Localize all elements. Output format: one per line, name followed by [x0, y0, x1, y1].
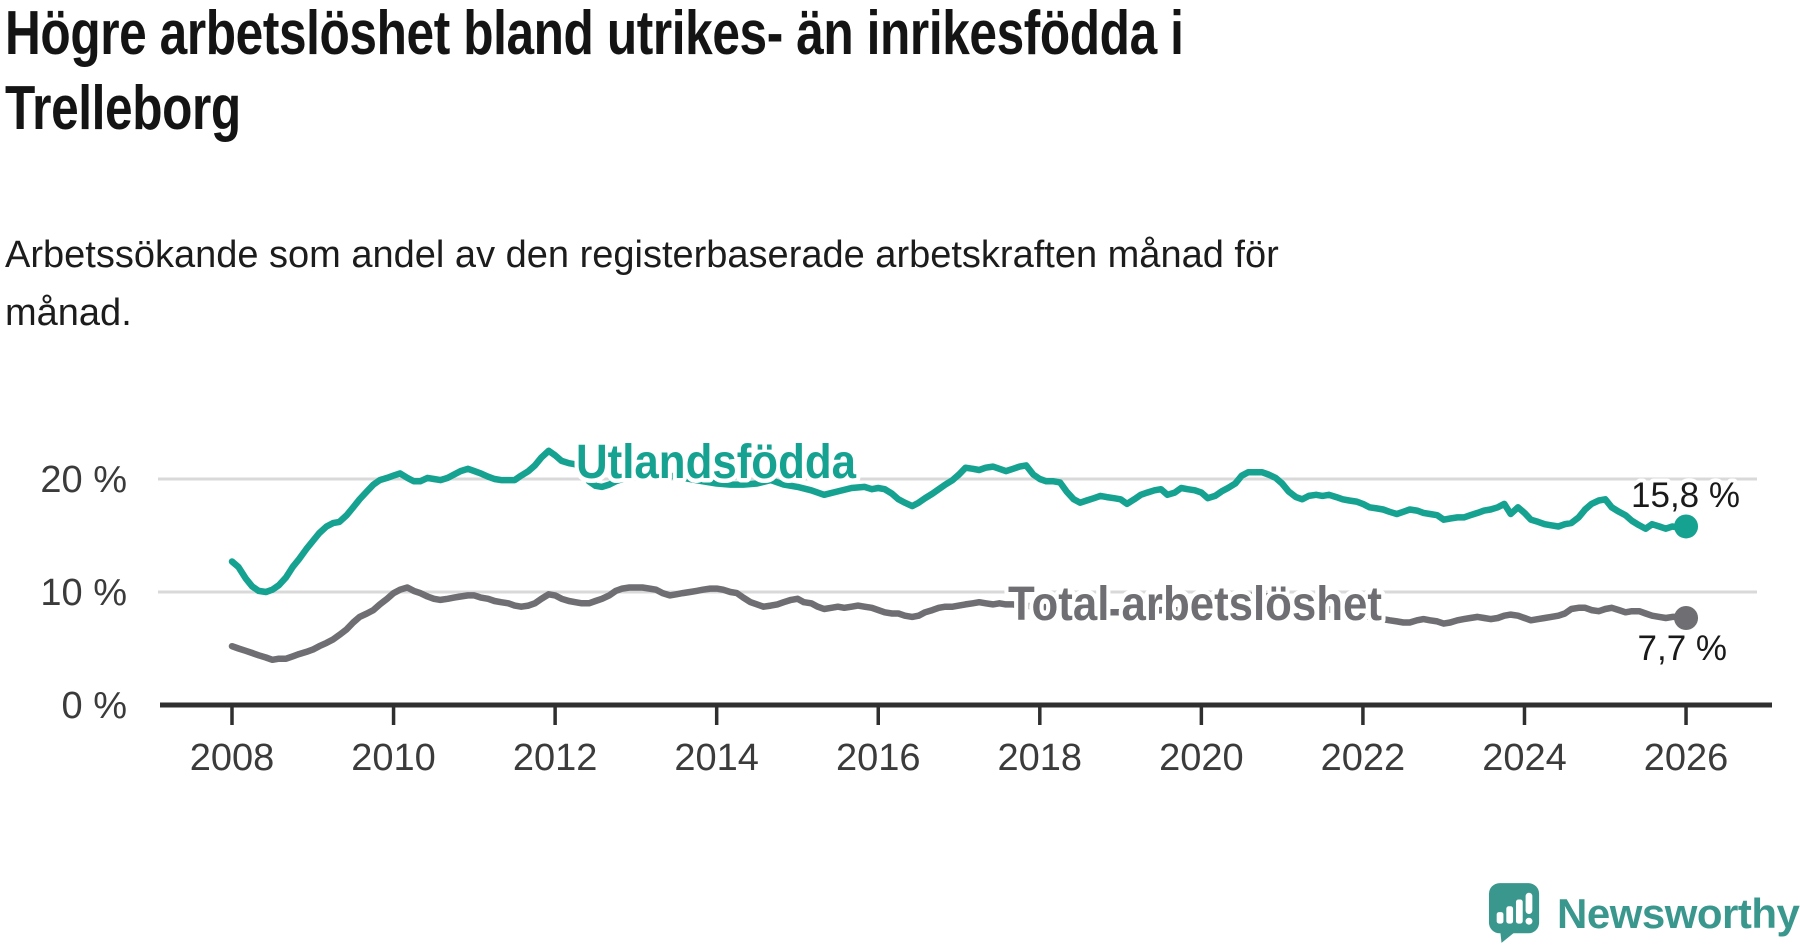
page-subtitle-line-2: månad. [5, 292, 132, 334]
x-tick-label-2012: 2012 [513, 737, 598, 779]
page-title: Högre arbetslöshet bland utrikes- än inr… [5, 0, 1184, 146]
x-tick-label-2010: 2010 [351, 737, 436, 779]
x-tick-label-2008: 2008 [190, 737, 275, 779]
y-axis-label-20: 20 % [40, 459, 127, 501]
series-line-utlandsfodda [228, 447, 1690, 596]
value-label-total: 7,7 % [1638, 629, 1728, 668]
newsworthy-speech-bubble-bar-chart-icon [1488, 883, 1540, 943]
y-axis-label-10: 10 % [40, 572, 127, 614]
page-subtitle: Arbetssökande som andel av den registerb… [5, 226, 1279, 342]
x-tick-label-2024: 2024 [1482, 737, 1567, 779]
x-tick-label-2016: 2016 [836, 737, 921, 779]
page-title-line-2: Trelleborg [5, 74, 241, 143]
end-dot-total [1674, 605, 1699, 630]
x-tick-label-2018: 2018 [998, 737, 1083, 779]
newsworthy-logo: Newsworthy [1488, 882, 1800, 946]
page-subtitle-line-1: Arbetssökande som andel av den registerb… [5, 234, 1279, 276]
y-axis-label-0: 0 % [62, 685, 127, 727]
x-tick-label-2020: 2020 [1159, 737, 1244, 779]
x-tick-label-2026: 2026 [1644, 737, 1729, 779]
series-label-utlandsfodda: Utlandsfödda [576, 436, 856, 489]
page-title-line-1: Högre arbetslöshet bland utrikes- än inr… [5, 0, 1184, 68]
end-dot-utlandsfodda [1674, 514, 1699, 539]
x-tick-label-2022: 2022 [1321, 737, 1406, 779]
x-tick-label-2014: 2014 [674, 737, 759, 779]
value-label-utlandsfodda: 15,8 % [1631, 476, 1740, 515]
series-label-total: Total arbetslöshet [1008, 578, 1382, 631]
series-line-total [228, 584, 1690, 664]
newsworthy-logo-text: Newsworthy [1557, 890, 1800, 937]
